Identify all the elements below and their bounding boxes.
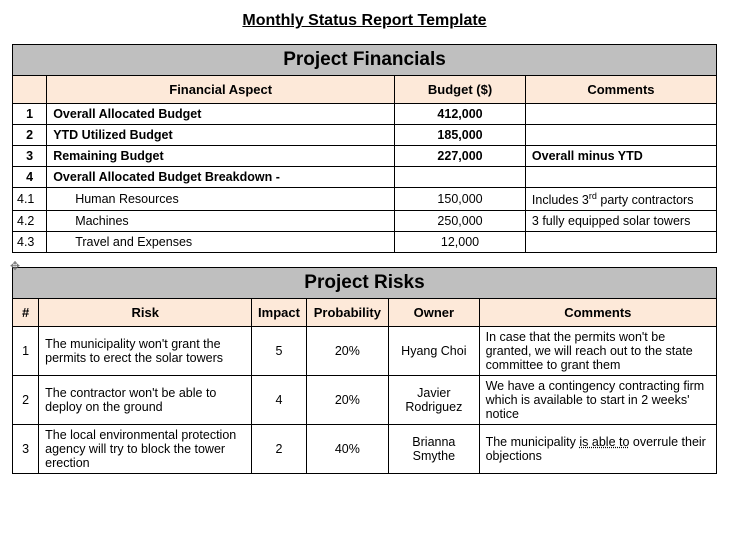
financials-col-header: Financial Aspect Budget ($) Comments [13,76,717,104]
budget-cell: 150,000 [395,188,526,211]
financials-col-num [13,76,47,104]
budget-cell: 12,000 [395,232,526,253]
owner-cell: Javier Rodriguez [389,376,480,425]
row-number: 3 [13,146,47,167]
impact-cell: 2 [252,425,306,474]
table-row: 1The municipality won't grant the permit… [13,327,717,376]
financial-aspect-cell: Machines [47,211,395,232]
risks-col-comments: Comments [479,299,716,327]
budget-cell: 185,000 [395,125,526,146]
impact-cell: 4 [252,376,306,425]
risk-cell: The contractor won't be able to deploy o… [39,376,252,425]
table-move-handle-icon[interactable]: ✥ [10,259,24,273]
comments-cell: We have a contingency contracting firm w… [479,376,716,425]
table-row: 4.2Machines250,0003 fully equipped solar… [13,211,717,232]
table-row: 1Overall Allocated Budget412,000 [13,104,717,125]
financials-col-aspect: Financial Aspect [47,76,395,104]
comments-cell [525,104,716,125]
row-number: 2 [13,125,47,146]
risks-col-impact: Impact [252,299,306,327]
row-number: 4.2 [13,211,47,232]
impact-cell: 5 [252,327,306,376]
table-row: 2The contractor won't be able to deploy … [13,376,717,425]
financials-col-budget: Budget ($) [395,76,526,104]
comments-cell: Includes 3rd party contractors [525,188,716,211]
probability-cell: 20% [306,376,388,425]
risks-col-header: # Risk Impact Probability Owner Comments [13,299,717,327]
financial-aspect-cell: Human Resources [47,188,395,211]
row-number: 4 [13,167,47,188]
financials-section-title: Project Financials [13,45,717,76]
comments-cell [525,167,716,188]
financials-col-comments: Comments [525,76,716,104]
financials-table-wrap: Project Financials Financial Aspect Budg… [12,44,717,253]
comments-cell: 3 fully equipped solar towers [525,211,716,232]
table-row: 4.3Travel and Expenses12,000 [13,232,717,253]
table-row: 2YTD Utilized Budget185,000 [13,125,717,146]
comments-cell [525,232,716,253]
row-number: 4.1 [13,188,47,211]
table-row: 4.1Human Resources150,000Includes 3rd pa… [13,188,717,211]
row-number: 3 [13,425,39,474]
risk-cell: The municipality won't grant the permits… [39,327,252,376]
budget-cell: 227,000 [395,146,526,167]
financial-aspect-cell: Remaining Budget [47,146,395,167]
budget-cell: 250,000 [395,211,526,232]
risks-col-owner: Owner [389,299,480,327]
budget-cell [395,167,526,188]
risks-col-num: # [13,299,39,327]
risks-section-title: Project Risks [13,268,717,299]
budget-cell: 412,000 [395,104,526,125]
comments-cell: In case that the permits won't be grante… [479,327,716,376]
risks-table: Project Risks # Risk Impact Probability … [12,267,717,474]
table-row: 3Remaining Budget227,000Overall minus YT… [13,146,717,167]
table-row: 4Overall Allocated Budget Breakdown - [13,167,717,188]
owner-cell: Brianna Smythe [389,425,480,474]
financial-aspect-cell: Overall Allocated Budget [47,104,395,125]
row-number: 4.3 [13,232,47,253]
financial-aspect-cell: Overall Allocated Budget Breakdown - [47,167,395,188]
row-number: 1 [13,104,47,125]
risks-table-wrap: ✥ Project Risks # Risk Impact Probabilit… [12,267,717,474]
probability-cell: 40% [306,425,388,474]
financials-table: Project Financials Financial Aspect Budg… [12,44,717,253]
risk-cell: The local environmental protection agenc… [39,425,252,474]
comments-cell: The municipality is able to overrule the… [479,425,716,474]
financial-aspect-cell: YTD Utilized Budget [47,125,395,146]
row-number: 2 [13,376,39,425]
comments-cell [525,125,716,146]
financials-section-header: Project Financials [13,45,717,76]
risks-col-risk: Risk [39,299,252,327]
risks-col-probability: Probability [306,299,388,327]
financial-aspect-cell: Travel and Expenses [47,232,395,253]
row-number: 1 [13,327,39,376]
risks-section-header: Project Risks [13,268,717,299]
probability-cell: 20% [306,327,388,376]
page-title: Monthly Status Report Template [12,12,717,30]
owner-cell: Hyang Choi [389,327,480,376]
comments-cell: Overall minus YTD [525,146,716,167]
table-row: 3The local environmental protection agen… [13,425,717,474]
